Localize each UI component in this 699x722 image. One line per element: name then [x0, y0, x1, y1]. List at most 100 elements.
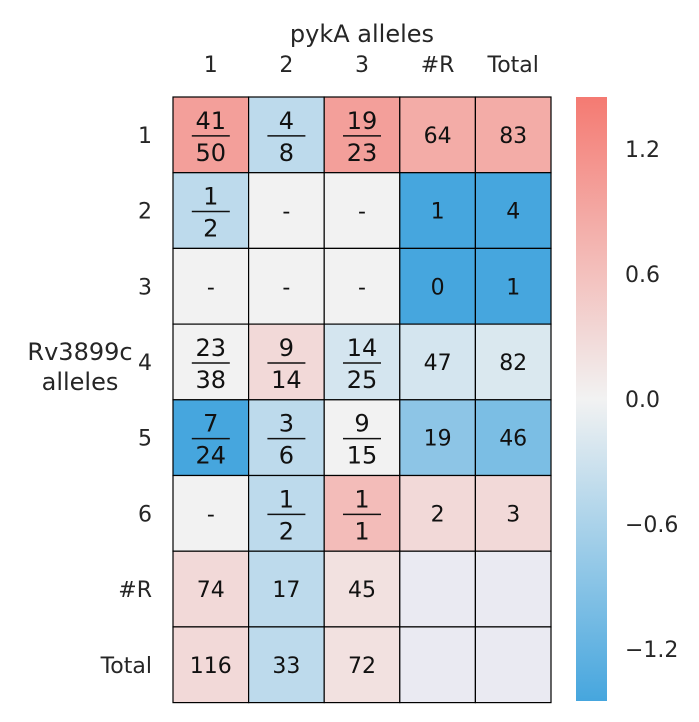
cell-value: 47 [424, 351, 452, 376]
heatmap-cell [474, 247, 552, 325]
heatmap-cell [248, 626, 325, 704]
heatmap-cell [474, 626, 552, 704]
cell-value: 3 [506, 502, 520, 527]
cell-denominator: 23 [347, 139, 378, 167]
heatmap-cell [474, 172, 552, 249]
cell-denominator: 15 [347, 442, 378, 470]
cell-denominator: 24 [196, 442, 227, 470]
cell-numerator: 7 [203, 410, 218, 438]
row-label: Total [100, 654, 152, 679]
cell-denominator: 1 [354, 517, 369, 545]
column-label: 1 [204, 53, 218, 78]
heatmap-cell [399, 550, 476, 628]
heatmap-cell [248, 474, 325, 552]
cell-value: 74 [197, 578, 225, 603]
cell-value: - [282, 275, 290, 300]
heatmap-cell [172, 399, 250, 477]
heatmap-cell [323, 323, 401, 401]
heatmap-cell [248, 323, 325, 401]
cell-denominator: 14 [271, 366, 302, 394]
cell-denominator: 25 [347, 366, 378, 394]
column-label: #R [421, 53, 455, 78]
cell-numerator: 1 [203, 183, 218, 211]
cell-value: 0 [431, 275, 445, 300]
column-label: 3 [355, 53, 369, 78]
cell-value: 45 [348, 578, 376, 603]
cell-denominator: 38 [196, 366, 227, 394]
cell-numerator: 9 [354, 410, 369, 438]
cell-value: 1 [431, 200, 445, 225]
cell-numerator: 4 [279, 107, 294, 135]
heatmap-cell [248, 247, 325, 325]
column-label: Total [487, 53, 539, 78]
column-tick-labels: 1 2 3 #R Total [204, 53, 539, 78]
cell-denominator: 50 [196, 139, 227, 167]
heatmap-cell [399, 323, 476, 401]
row-label: 2 [138, 200, 152, 225]
heatmap-cell [323, 399, 401, 477]
heatmap-cell [172, 96, 250, 174]
cell-value: 64 [424, 124, 452, 149]
cell-numerator: 1 [354, 485, 369, 513]
heatmap-cell [323, 550, 401, 628]
heatmap-cell [399, 247, 476, 325]
heatmap-cell [474, 399, 552, 477]
heatmap-cell [399, 474, 476, 552]
cell-value: 2 [431, 502, 445, 527]
cell-value: 83 [499, 124, 527, 149]
cell-numerator: 41 [196, 107, 227, 135]
cell-value: 116 [190, 654, 232, 679]
colorbar-tick-label: −1.2 [625, 638, 678, 663]
colorbar-gradient [576, 97, 607, 701]
cell-value: - [207, 502, 215, 527]
cell-denominator: 6 [279, 442, 294, 470]
heatmap-cell [474, 550, 552, 628]
cell-value: 46 [499, 427, 527, 452]
cell-value: 19 [424, 427, 452, 452]
cell-value: - [282, 200, 290, 225]
heatmap-cell [248, 96, 325, 174]
cell-value: 72 [348, 654, 376, 679]
cell-value: 33 [272, 654, 300, 679]
heatmap-cell [323, 96, 401, 174]
cell-value: - [358, 200, 366, 225]
cell-numerator: 14 [347, 334, 378, 362]
colorbar: 1.2 0.6 0.0 −0.6 −1.2 [576, 97, 678, 701]
heatmap-cell [172, 247, 250, 325]
cell-value: 17 [272, 578, 300, 603]
heatmap-cell [323, 626, 401, 704]
heatmap-cell [399, 172, 476, 249]
cell-value: - [207, 275, 215, 300]
cell-value: 82 [499, 351, 527, 376]
row-label: 5 [138, 427, 152, 452]
column-label: 2 [279, 53, 293, 78]
heatmap-cell [399, 626, 476, 704]
row-label: #R [118, 578, 152, 603]
cell-numerator: 23 [196, 334, 227, 362]
cell-value: 4 [506, 200, 520, 225]
cell-numerator: 9 [279, 334, 294, 362]
colorbar-tick-label: 0.0 [625, 388, 660, 413]
colorbar-tick-label: 1.2 [625, 138, 660, 163]
heatmap-cell [248, 550, 325, 628]
cell-numerator: 1 [279, 485, 294, 513]
cell-denominator: 2 [203, 215, 218, 243]
colorbar-tick-label: 0.6 [625, 263, 660, 288]
row-label: 6 [138, 502, 152, 527]
row-label: 1 [138, 124, 152, 149]
cell-numerator: 19 [347, 107, 378, 135]
cell-denominator: 2 [279, 517, 294, 545]
cell-value: 1 [506, 275, 520, 300]
cell-denominator: 8 [279, 139, 294, 167]
heatmap-cell [399, 399, 476, 477]
y-axis-label: Rv3899c alleles [27, 338, 132, 396]
colorbar-tick-label: −0.6 [625, 513, 678, 538]
cell-numerator: 3 [279, 410, 294, 438]
chart-title: pykA alleles [290, 20, 434, 48]
row-tick-labels: 1 2 3 4 5 6 #R Total [100, 124, 152, 679]
row-label: 4 [138, 351, 152, 376]
cell-value: - [358, 275, 366, 300]
heatmap-cell [474, 323, 552, 401]
